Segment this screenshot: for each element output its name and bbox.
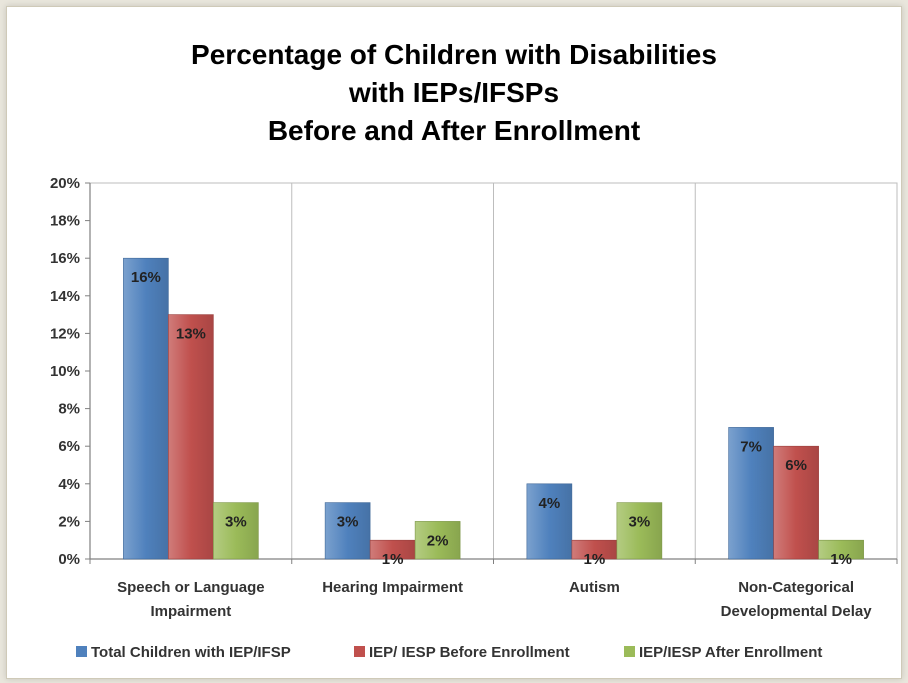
x-tick-label: Non-Categorical: [738, 579, 854, 596]
data-label: 3%: [629, 514, 651, 531]
bar: [818, 539, 864, 560]
data-label: 6%: [785, 457, 807, 474]
x-tick-label: Speech or Language: [117, 579, 265, 596]
y-tick-label: 20%: [50, 175, 80, 192]
y-tick-label: 10%: [50, 363, 80, 380]
legend-swatch: [354, 646, 365, 657]
y-tick-label: 14%: [50, 288, 80, 305]
x-tick-label: Autism: [569, 579, 620, 596]
legend-label: Total Children with IEP/IFSP: [91, 644, 291, 661]
x-tick-label: Developmental Delay: [721, 603, 873, 620]
data-label: 3%: [337, 514, 359, 531]
bar: [526, 483, 573, 560]
bar: [616, 502, 663, 560]
data-label: 1%: [830, 551, 852, 568]
y-tick-label: 18%: [50, 213, 80, 230]
bar: [213, 502, 259, 560]
bar: [168, 314, 214, 560]
y-tick-label: 8%: [58, 401, 80, 418]
legend-swatch: [624, 646, 635, 657]
bar: [414, 521, 461, 560]
y-tick-label: 2%: [58, 513, 80, 530]
data-label: 7%: [740, 438, 762, 455]
data-label: 4%: [539, 495, 561, 512]
y-tick-label: 6%: [58, 438, 80, 455]
data-label: 2%: [427, 532, 449, 549]
bar: [773, 445, 819, 560]
data-label: 13%: [176, 326, 206, 343]
legend-label: IEP/ IESP Before Enrollment: [369, 644, 570, 661]
x-tick-label: Impairment: [150, 603, 231, 620]
y-tick-label: 12%: [50, 325, 80, 342]
chart-title-line: Before and After Enrollment: [268, 115, 640, 146]
chart-title-line: with IEPs/IFSPs: [348, 77, 559, 108]
data-label: 1%: [584, 551, 606, 568]
legend-swatch: [76, 646, 87, 657]
y-tick-label: 16%: [50, 250, 80, 267]
data-label: 3%: [225, 514, 247, 531]
x-tick-label: Hearing Impairment: [322, 579, 463, 596]
bar: [123, 257, 169, 560]
legend-label: IEP/IESP After Enrollment: [639, 644, 822, 661]
bar: [324, 502, 371, 560]
y-tick-label: 0%: [58, 551, 80, 568]
data-label: 1%: [382, 551, 404, 568]
y-tick-label: 4%: [58, 476, 80, 493]
chart-title-line: Percentage of Children with Disabilities: [191, 39, 717, 70]
data-label: 16%: [131, 269, 161, 286]
